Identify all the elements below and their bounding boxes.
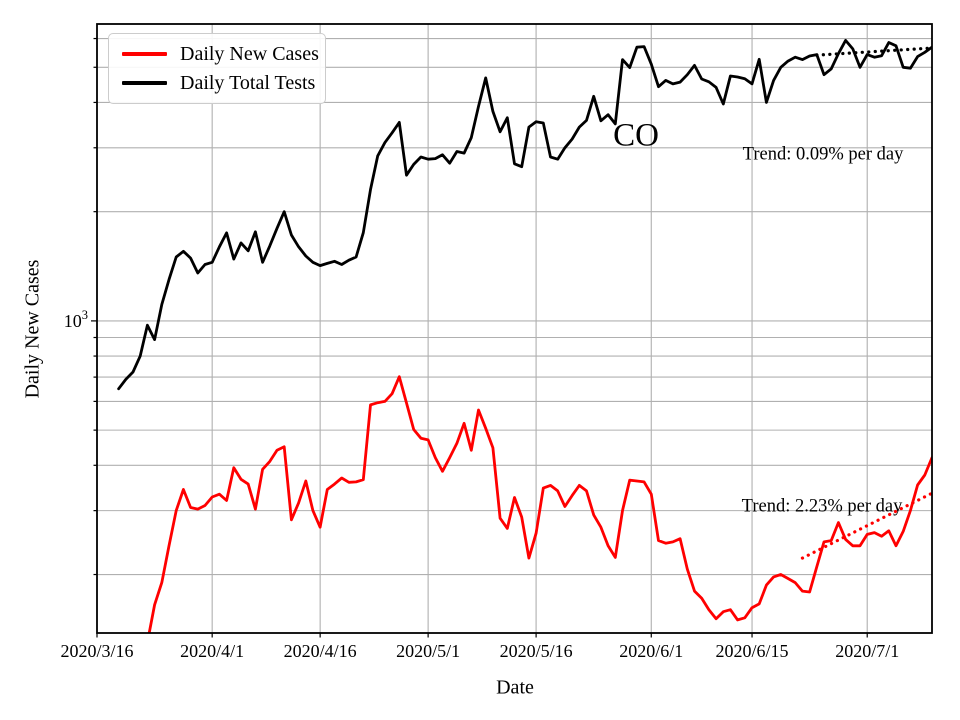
x-tick-label: 2020/5/1 [396, 641, 460, 661]
state-code-annotation: CO [613, 117, 659, 154]
x-tick-label: 2020/6/15 [716, 641, 789, 661]
x-tick-label: 2020/5/16 [500, 641, 573, 661]
axes-frame [96, 23, 933, 634]
x-tick-label: 2020/7/1 [835, 641, 899, 661]
legend-label: Daily Total Tests [180, 72, 316, 95]
legend-label: Daily New Cases [180, 42, 319, 65]
legend-box: Daily New Cases Daily Total Tests [108, 33, 326, 104]
x-tick-label: 2020/6/1 [619, 641, 683, 661]
legend-line-sample-red [122, 51, 167, 56]
y-tick-label: 103 [64, 308, 88, 331]
gridlines [97, 24, 932, 633]
cases-trend-annotation: Trend: 2.23% per day [741, 496, 903, 517]
x-axis-label: Date [496, 676, 534, 699]
trend-dotted-line [815, 46, 932, 57]
tests-trend-annotation: Trend: 0.09% per day [742, 144, 904, 165]
trend-dotted-line [800, 491, 932, 560]
x-tick-label: 2020/4/16 [284, 641, 357, 661]
x-tick-label: 2020/4/1 [180, 641, 244, 661]
legend-line-sample-black [122, 81, 167, 86]
legend-item-daily-total-tests: Daily Total Tests [109, 73, 325, 93]
y-axis-label: Daily New Cases [21, 259, 44, 399]
series-line-daily-total-tests [117, 39, 932, 391]
legend-item-daily-new-cases: Daily New Cases [109, 44, 325, 64]
series-line-daily-new-cases [147, 375, 932, 633]
tick-marks [91, 37, 868, 638]
x-tick-label: 2020/3/16 [60, 641, 133, 661]
